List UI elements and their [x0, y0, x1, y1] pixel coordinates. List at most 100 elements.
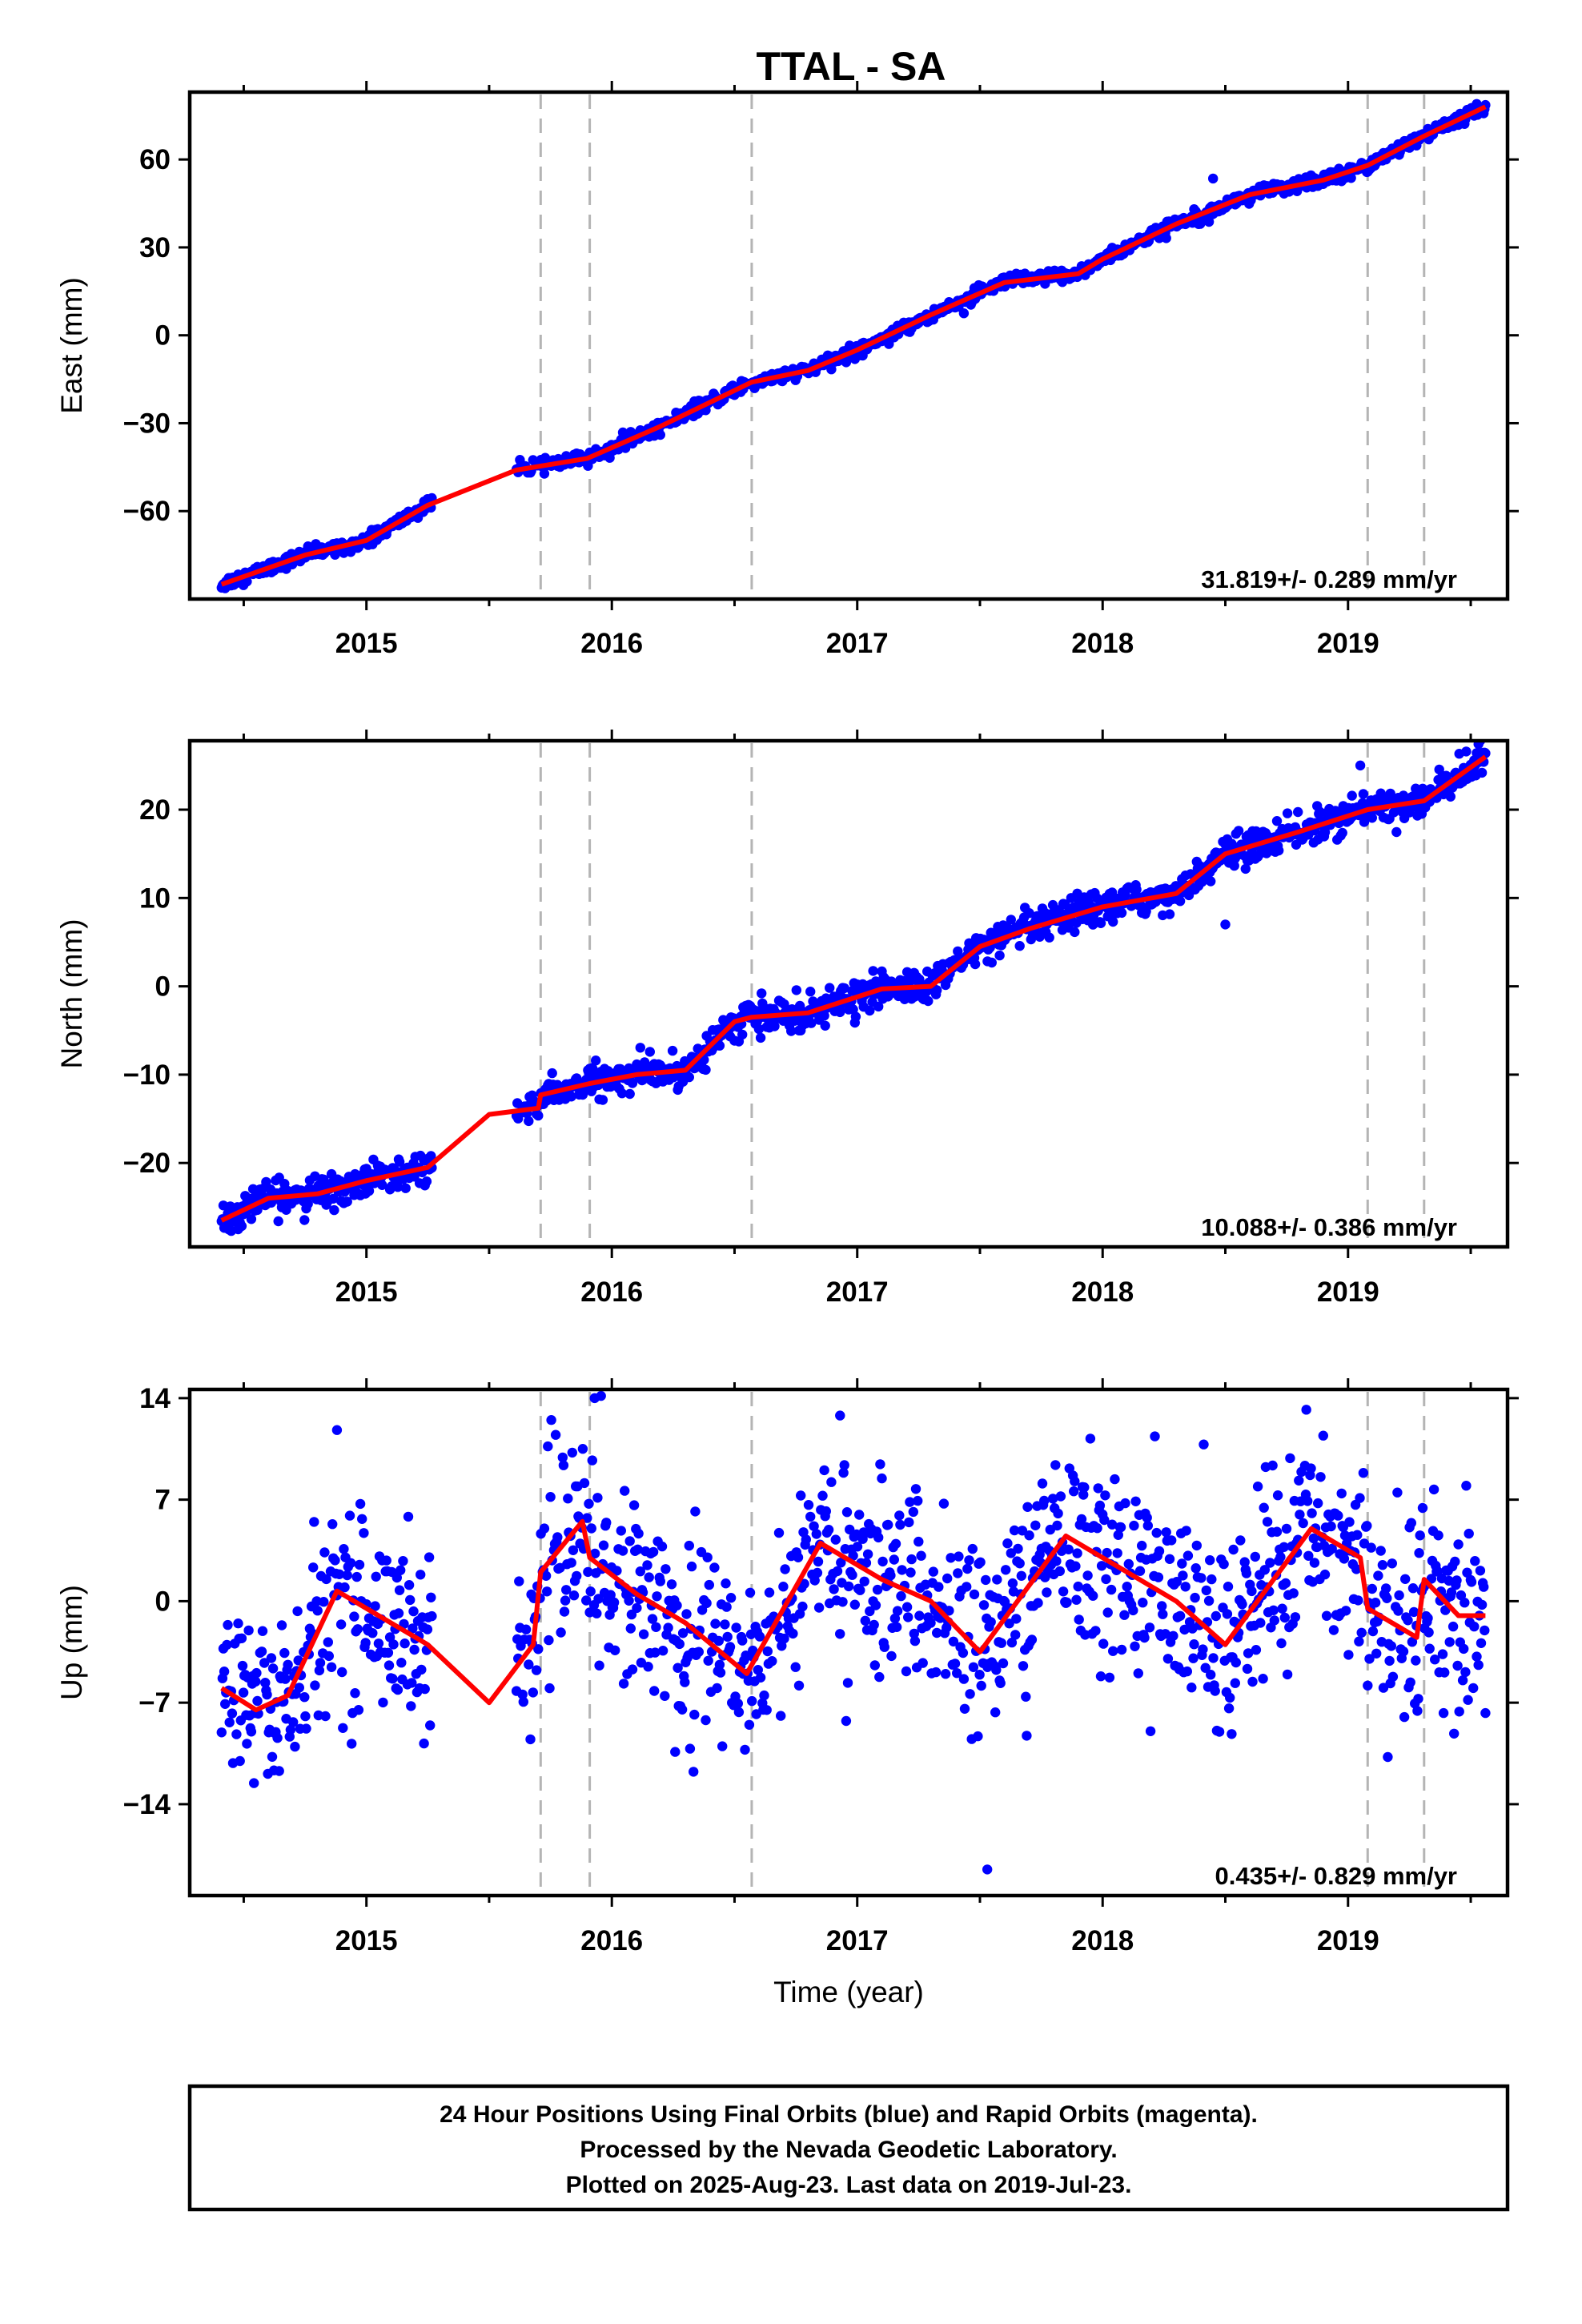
- data-point: [308, 1562, 319, 1573]
- data-point: [1351, 1564, 1362, 1574]
- data-point: [1206, 876, 1216, 887]
- x-tick-label: 2018: [1071, 1277, 1134, 1308]
- data-point: [976, 1680, 986, 1691]
- data-point: [717, 1741, 728, 1751]
- data-point: [351, 1571, 362, 1582]
- data-point: [841, 1507, 853, 1518]
- data-point: [540, 1570, 552, 1582]
- data-point: [1399, 1711, 1410, 1723]
- data-point: [1452, 1660, 1463, 1671]
- data-point: [261, 1176, 271, 1188]
- data-point: [1102, 1607, 1113, 1618]
- data-point: [859, 1576, 869, 1587]
- data-point: [663, 1622, 673, 1633]
- up-plot-frame: [187, 1387, 1510, 1898]
- data-point: [314, 1665, 325, 1676]
- data-point: [896, 1590, 906, 1602]
- data-point: [1414, 1548, 1424, 1558]
- data-point: [1138, 1598, 1148, 1608]
- data-point: [632, 1602, 642, 1614]
- data-point: [252, 1695, 263, 1707]
- data-point: [227, 1708, 238, 1719]
- data-point: [326, 1662, 337, 1672]
- east-plot-frame: [187, 90, 1510, 601]
- data-point: [301, 1723, 311, 1734]
- data-point: [825, 983, 835, 993]
- data-point: [655, 1576, 665, 1586]
- data-point: [1129, 1520, 1139, 1531]
- data-point: [1191, 1540, 1203, 1551]
- data-point: [558, 1460, 569, 1470]
- data-point: [416, 1570, 426, 1580]
- data-point: [712, 1683, 722, 1694]
- data-point: [1424, 1643, 1435, 1654]
- data-point: [274, 1766, 284, 1776]
- data-point: [680, 1677, 690, 1687]
- data-point: [233, 1618, 243, 1629]
- data-point: [1128, 1605, 1138, 1616]
- data-point: [292, 1606, 303, 1617]
- data-point: [932, 1627, 942, 1638]
- data-point: [1052, 1520, 1062, 1531]
- data-point: [791, 985, 801, 995]
- data-point: [1096, 1561, 1107, 1571]
- data-point: [895, 1519, 905, 1530]
- data-point: [755, 1032, 766, 1043]
- data-point: [874, 1671, 885, 1683]
- data-point: [394, 1585, 405, 1595]
- data-point: [1030, 1520, 1041, 1531]
- data-point: [873, 1001, 884, 1012]
- data-point: [1462, 1567, 1472, 1578]
- data-point: [594, 1660, 604, 1671]
- data-point: [1154, 1546, 1165, 1557]
- data-point: [222, 1639, 232, 1651]
- data-point: [404, 1580, 415, 1590]
- data-point: [689, 1709, 700, 1720]
- chart-title: TTAL - SA: [756, 44, 946, 89]
- data-point: [1098, 1638, 1109, 1649]
- x-tick-label: 2019: [1317, 1925, 1379, 1956]
- data-point: [948, 1636, 959, 1647]
- data-point: [737, 1635, 748, 1646]
- data-point: [354, 1559, 365, 1570]
- data-point: [1318, 1430, 1329, 1441]
- data-point: [1251, 1645, 1262, 1655]
- data-point: [276, 1620, 287, 1630]
- data-point: [1445, 791, 1456, 802]
- data-point: [861, 1558, 872, 1568]
- data-point: [560, 1595, 571, 1606]
- data-point: [1199, 1439, 1209, 1449]
- data-point: [1262, 1517, 1273, 1527]
- data-point: [1142, 1512, 1152, 1523]
- data-point: [745, 1587, 756, 1598]
- data-point: [689, 1767, 699, 1777]
- data-point: [916, 1550, 926, 1561]
- panel-up: 14 7 0 −7 −14 2015 2016 2017 2018 2019 Up (mm) 0.43…: [55, 1378, 1519, 1956]
- data-point: [285, 1724, 296, 1735]
- data-point: [628, 1500, 640, 1510]
- data-point: [1018, 1661, 1029, 1671]
- y-tick-label: 7: [155, 1485, 171, 1516]
- data-point: [868, 966, 878, 976]
- north-plot-frame: [187, 738, 1510, 1249]
- data-point: [820, 1020, 830, 1031]
- data-point: [1092, 1523, 1102, 1534]
- data-point: [690, 1506, 701, 1517]
- data-point: [657, 1646, 669, 1656]
- data-point: [897, 1565, 907, 1575]
- data-point: [1480, 1625, 1490, 1636]
- data-point: [1053, 1508, 1063, 1519]
- north-fit-line: [220, 754, 1488, 1223]
- data-point: [1347, 790, 1357, 801]
- data-point: [220, 1699, 231, 1709]
- data-point: [237, 1660, 248, 1671]
- data-point: [1453, 1539, 1464, 1550]
- data-point: [892, 1606, 903, 1616]
- data-point: [236, 1633, 247, 1643]
- data-point: [589, 1393, 600, 1404]
- data-point: [886, 1651, 897, 1662]
- data-point: [1022, 1731, 1032, 1741]
- data-point: [231, 1729, 242, 1739]
- data-point: [632, 1544, 643, 1555]
- data-point: [672, 1600, 682, 1610]
